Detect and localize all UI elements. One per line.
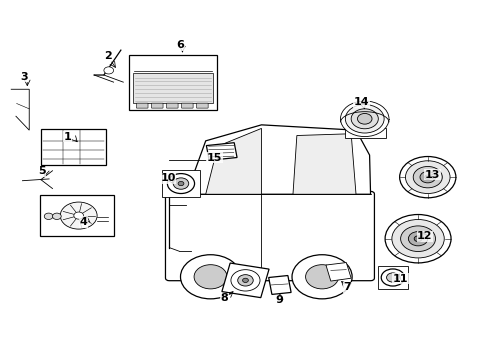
FancyBboxPatch shape [136,103,148,108]
FancyBboxPatch shape [133,72,212,103]
Text: 8: 8 [220,293,227,303]
Text: 3: 3 [20,72,28,82]
FancyBboxPatch shape [151,103,163,108]
Text: 5: 5 [38,166,45,176]
Circle shape [391,220,443,258]
Circle shape [242,278,248,283]
Circle shape [412,166,442,188]
Text: 13: 13 [424,170,439,180]
FancyBboxPatch shape [41,129,105,165]
FancyBboxPatch shape [181,103,193,108]
Text: 1: 1 [63,132,71,141]
Polygon shape [222,263,268,298]
Text: 2: 2 [103,51,111,61]
Text: 14: 14 [353,98,369,107]
Text: 7: 7 [343,283,350,292]
Circle shape [357,113,371,124]
Text: 11: 11 [392,274,407,284]
Text: 10: 10 [160,173,175,183]
Text: 4: 4 [80,217,87,227]
Circle shape [44,213,53,220]
Circle shape [345,104,384,133]
FancyBboxPatch shape [377,266,407,288]
Circle shape [230,270,260,291]
Circle shape [424,175,430,179]
Text: 15: 15 [206,153,222,163]
Circle shape [400,226,435,252]
FancyBboxPatch shape [344,129,385,138]
Circle shape [103,67,113,74]
Circle shape [178,181,183,186]
Circle shape [237,275,253,286]
Circle shape [291,255,351,299]
Polygon shape [268,275,290,294]
Circle shape [399,157,455,198]
FancyBboxPatch shape [165,192,374,281]
Polygon shape [169,125,370,194]
Circle shape [194,265,226,289]
Circle shape [419,171,435,183]
Circle shape [340,101,388,136]
FancyBboxPatch shape [166,103,178,108]
Polygon shape [205,129,261,194]
Circle shape [413,236,421,242]
Circle shape [350,109,378,129]
Circle shape [386,273,398,282]
Circle shape [405,161,449,194]
Circle shape [180,255,240,299]
FancyBboxPatch shape [40,195,114,235]
Circle shape [173,178,188,189]
Circle shape [60,202,97,229]
Polygon shape [292,134,355,194]
FancyBboxPatch shape [162,170,200,197]
FancyBboxPatch shape [128,55,217,110]
Circle shape [74,212,83,219]
Text: 12: 12 [416,231,432,241]
Text: 6: 6 [176,40,184,50]
Circle shape [52,213,61,220]
FancyBboxPatch shape [196,103,208,108]
Circle shape [407,231,427,246]
Polygon shape [206,143,237,160]
Circle shape [381,269,404,286]
Circle shape [385,215,450,263]
Text: 9: 9 [275,295,283,305]
Circle shape [305,265,338,289]
Circle shape [167,174,194,194]
Polygon shape [325,262,350,281]
